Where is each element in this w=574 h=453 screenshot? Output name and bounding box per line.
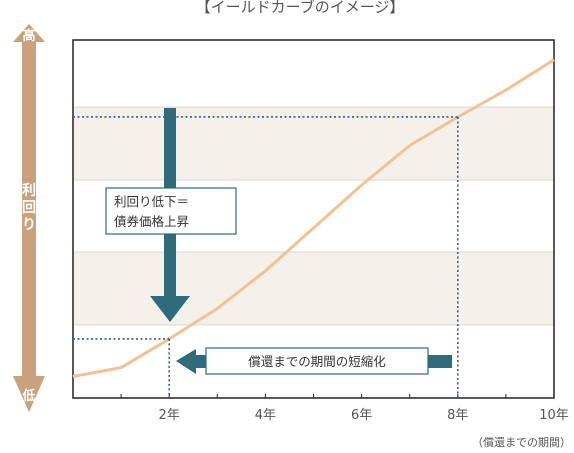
yield-high-label: 高 bbox=[22, 28, 35, 44]
yield-decline-box: 利回り低下＝ 債券価格上昇 bbox=[105, 187, 237, 235]
down-arrow-icon bbox=[150, 296, 190, 322]
x-tick-label-6: 6年 bbox=[351, 408, 372, 423]
x-tick-label-2: 2年 bbox=[159, 408, 180, 423]
yield-axis-arrow: 高 利回り 低 bbox=[13, 24, 45, 412]
guide-lines bbox=[73, 116, 459, 398]
band-1 bbox=[73, 107, 554, 180]
x-axis-ticks: 2年 4年 6年 8年 10年 bbox=[120, 394, 569, 423]
yield-decline-text-line1: 利回り低下＝ bbox=[114, 194, 189, 209]
period-box bbox=[205, 347, 429, 375]
down-arrowhead-icon bbox=[13, 376, 45, 412]
yield-low-label: 低 bbox=[21, 388, 35, 404]
x-tick-label-4: 4年 bbox=[255, 408, 276, 423]
x-axis-label: （償還までの期間） bbox=[472, 435, 571, 449]
yield-axis-label: 利回り bbox=[22, 182, 36, 233]
yield-decline-text-line2: 債券価格上昇 bbox=[114, 214, 189, 229]
x-tick-label-10: 10年 bbox=[539, 408, 569, 423]
period-shortening-arrow: 償還までの期間の短縮化 bbox=[176, 347, 452, 375]
yield-curve-line bbox=[72, 58, 555, 378]
band-0 bbox=[73, 40, 554, 107]
left-arrow-icon bbox=[176, 349, 196, 374]
period-box-text: 償還までの期間の短縮化 bbox=[248, 354, 386, 369]
up-arrowhead-icon bbox=[13, 24, 45, 42]
chart-title: 【イールドカーブのイメージ】 bbox=[196, 0, 405, 16]
x-tick-label-8: 8年 bbox=[447, 408, 468, 423]
band-3 bbox=[73, 252, 554, 325]
